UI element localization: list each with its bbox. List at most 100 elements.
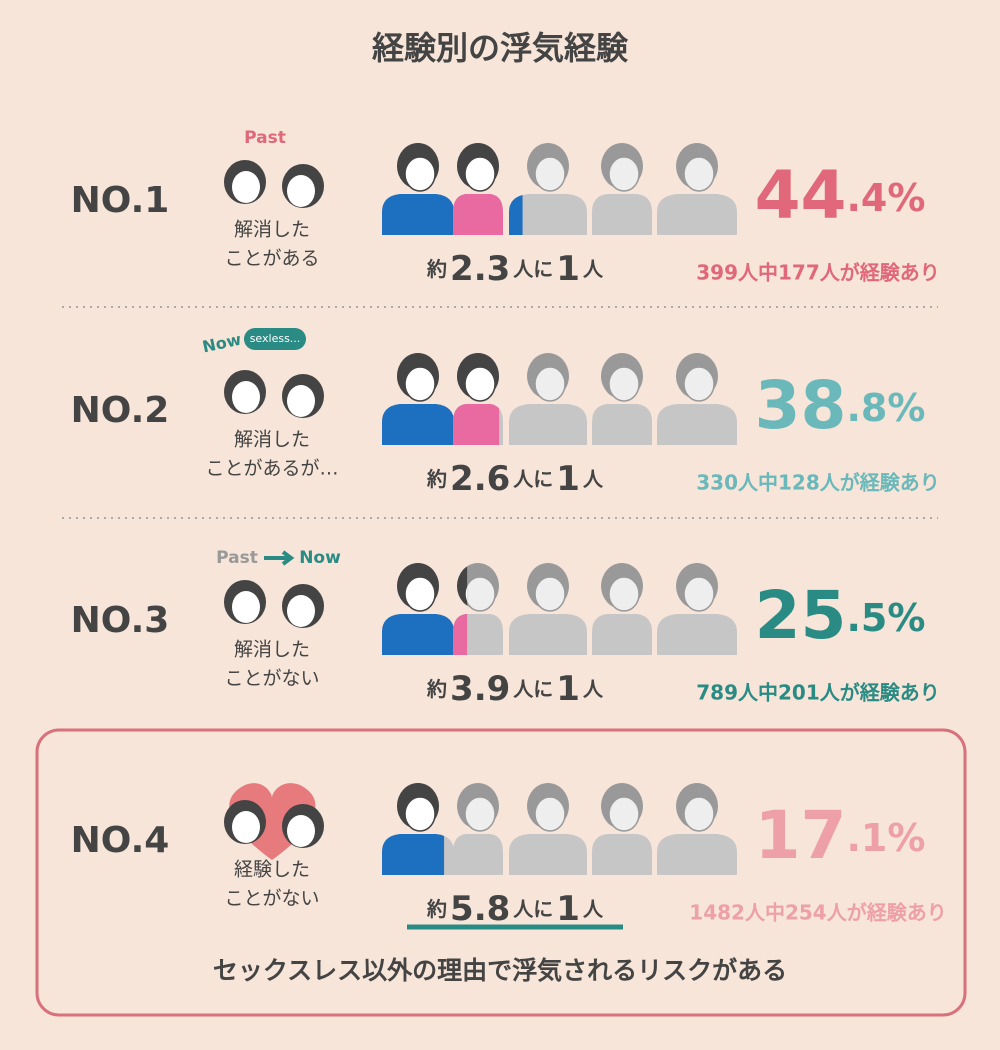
ratio-one: 1: [556, 459, 580, 499]
grey-person-face: [534, 796, 566, 832]
grey-person-body: [592, 614, 652, 655]
grey-person-face: [534, 366, 566, 402]
caption: ことがない: [224, 668, 319, 690]
caption: ことがある: [224, 248, 319, 270]
rank: NO.3: [71, 600, 170, 641]
person: [657, 783, 737, 875]
person: [509, 563, 587, 655]
grey-person-body: [509, 614, 587, 655]
ratio-prefix: 約: [426, 677, 447, 701]
person: [657, 563, 737, 655]
tag: sexless...: [250, 332, 301, 345]
caption: 解消した: [234, 429, 310, 451]
ratio-prefix: 約: [426, 257, 447, 281]
ratio: 約5.8 人に1 人: [426, 889, 604, 929]
percent: 38.8%: [755, 367, 926, 444]
grey-person-body: [592, 404, 652, 445]
caption: 解消した: [234, 639, 310, 661]
caption: 解消した: [234, 219, 310, 241]
tag: Now: [299, 548, 341, 568]
grey-person-face: [683, 576, 715, 612]
ratio: 約3.9 人に1 人: [426, 669, 604, 709]
grey-person-body: [657, 614, 737, 655]
icon-face: [232, 171, 260, 203]
grey-person-body: [509, 834, 587, 875]
caption: 経験した: [234, 859, 310, 881]
person: [509, 783, 587, 875]
rank: NO.1: [71, 180, 170, 221]
ratio-one: 1: [556, 249, 580, 289]
ratio-mid: 人に: [512, 897, 553, 921]
color-person-face: [404, 156, 436, 192]
icon-face: [232, 591, 260, 623]
percent: 44.4%: [755, 157, 926, 234]
person: [592, 353, 652, 445]
person: [592, 143, 652, 235]
ratio-prefix: 約: [426, 897, 447, 921]
color-person-face: [464, 583, 468, 605]
caption: ことがあるが…: [205, 458, 338, 480]
filled-person: [509, 195, 523, 235]
percent-sub: .1%: [846, 816, 925, 860]
ratio-value: 5.8: [450, 889, 510, 929]
person: [509, 143, 587, 235]
person: [592, 563, 652, 655]
grey-person-face: [608, 576, 640, 612]
count: 1482人中254人が経験あり: [689, 901, 946, 925]
color-person-body: [453, 404, 500, 445]
color-person-face: [404, 366, 436, 402]
color-person-face: [404, 576, 436, 612]
count: 789人中201人が経験あり: [696, 681, 940, 705]
ratio-mid: 人に: [512, 257, 553, 281]
tag: Past: [244, 128, 286, 148]
ratio-mid: 人に: [512, 467, 553, 491]
ratio: 約2.6 人に1 人: [426, 459, 604, 499]
percent-main: 25: [755, 577, 847, 654]
rank: NO.4: [71, 820, 170, 861]
ratio-suffix: 人: [582, 897, 604, 921]
grey-person-body: [657, 834, 737, 875]
count: 399人中177人が経験あり: [696, 261, 940, 285]
title: 経験別の浮気経験: [372, 29, 629, 67]
percent: 17.1%: [755, 797, 926, 874]
percent-main: 38: [755, 367, 847, 444]
grey-person-face: [464, 576, 496, 612]
icon-face: [232, 811, 260, 843]
speech-bubble: [244, 328, 306, 350]
grey-person-face: [534, 156, 566, 192]
grey-person-body: [509, 404, 587, 445]
color-person-body: [382, 614, 454, 655]
grey-person-body: [657, 194, 737, 235]
ratio-suffix: 人: [582, 467, 604, 491]
grey-person-body: [509, 194, 587, 235]
person: [509, 353, 587, 445]
color-person-body: [382, 194, 454, 235]
grey-person-face: [608, 156, 640, 192]
percent-main: 44: [755, 157, 847, 234]
ratio-value: 2.3: [450, 249, 510, 289]
highlight-box: [35, 728, 967, 1017]
grey-person-face: [683, 366, 715, 402]
color-person-body: [453, 614, 468, 655]
person: [592, 783, 652, 875]
caption: ことがない: [224, 888, 319, 910]
count: 330人中128人が経験あり: [696, 471, 940, 495]
icon-face: [287, 595, 315, 627]
color-person-face: [464, 156, 496, 192]
icon-face: [232, 381, 260, 413]
percent-sub: .5%: [846, 596, 925, 640]
person: [453, 783, 503, 875]
grey-person-face: [608, 366, 640, 402]
grey-person-face: [683, 156, 715, 192]
color-person-body: [453, 194, 503, 235]
filled-person: [382, 143, 454, 235]
percent-sub: .8%: [846, 386, 925, 430]
icon-face: [287, 385, 315, 417]
color-person-body: [509, 195, 523, 235]
filled-person: [382, 563, 454, 655]
grey-person-face: [464, 796, 496, 832]
person: [657, 353, 737, 445]
ratio-value: 2.6: [450, 459, 510, 499]
rank: NO.2: [71, 390, 170, 431]
